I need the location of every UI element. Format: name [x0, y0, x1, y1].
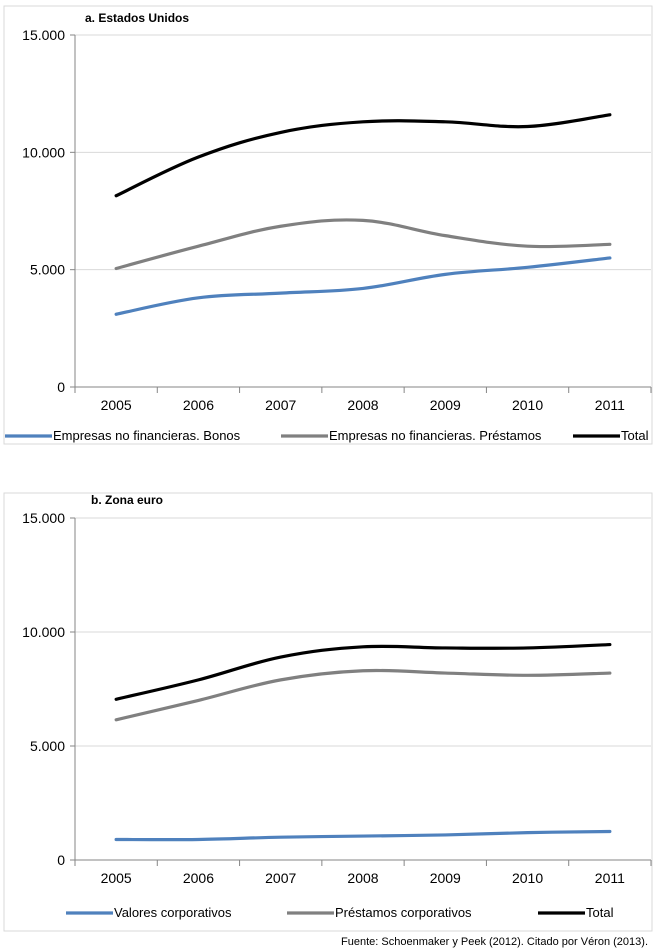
x-tick-label: 2008 [347, 870, 378, 886]
x-tick-label: 2009 [430, 870, 461, 886]
legend-label: Préstamos corporativos [335, 905, 472, 920]
series-line-2 [114, 668, 612, 722]
source-note: Fuente: Schoenmaker y Peek (2012). Citad… [341, 936, 648, 948]
x-tick-label: 2007 [265, 870, 296, 886]
series-line-1 [114, 256, 612, 316]
series-line-1 [114, 829, 612, 842]
series-line-3 [114, 113, 612, 198]
legend-label: Total [586, 905, 614, 920]
series-line-2 [114, 218, 612, 271]
legend-label: Empresas no financieras. Préstamos [329, 428, 542, 443]
legend-label: Valores corporativos [114, 905, 232, 920]
y-tick-label: 15.000 [22, 510, 65, 526]
x-tick-label: 2006 [183, 870, 214, 886]
x-tick-label: 2008 [347, 397, 378, 413]
x-tick-label: 2005 [101, 870, 132, 886]
x-tick-label: 2010 [512, 870, 543, 886]
legend-label: Total [621, 428, 649, 443]
x-tick-label: 2009 [430, 397, 461, 413]
x-tick-label: 2007 [265, 397, 296, 413]
y-tick-label: 10.000 [22, 624, 65, 640]
chart-estados-unidos: a. Estados Unidos 0 5.000 10.000 15.000 2005 2… [3, 5, 653, 445]
chart-frame [3, 5, 653, 445]
y-tick-label: 5.000 [30, 262, 65, 278]
x-tick-label: 2006 [183, 397, 214, 413]
y-tick-label: 5.000 [30, 738, 65, 754]
chart-title: a. Estados Unidos [85, 11, 189, 25]
y-tick-label: 0 [57, 379, 65, 395]
y-tick-label: 10.000 [22, 144, 65, 160]
x-tick-label: 2011 [595, 397, 625, 413]
y-tick-label: 0 [57, 852, 65, 868]
series-line-3 [114, 642, 612, 701]
x-tick-label: 2011 [595, 870, 625, 886]
x-tick-label: 2005 [101, 397, 132, 413]
legend-label: Empresas no financieras. Bonos [53, 428, 241, 443]
chart-title: b. Zona euro [91, 493, 163, 507]
chart-zona-euro: b. Zona euro 0 5.000 10.000 15.000 2005 2006 20… [3, 492, 653, 932]
chart-frame [3, 492, 653, 932]
y-tick-label: 15.000 [22, 27, 65, 43]
x-tick-label: 2010 [512, 397, 543, 413]
